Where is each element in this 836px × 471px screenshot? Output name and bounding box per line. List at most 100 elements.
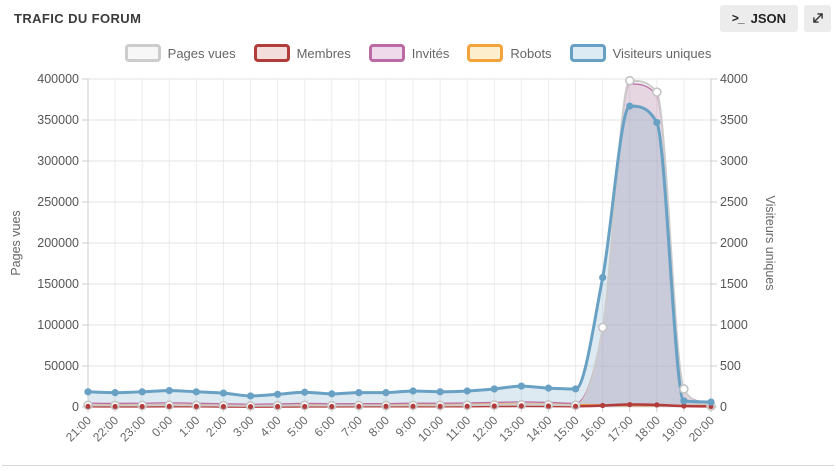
legend-swatch-robots xyxy=(467,44,504,62)
data-point-membres[interactable] xyxy=(572,403,579,409)
right-axis-tick-label: 0 xyxy=(720,400,727,414)
data-point-membres[interactable] xyxy=(491,403,497,409)
expand-icon xyxy=(812,13,823,23)
data-point-visiteurs-uniques[interactable] xyxy=(165,387,173,395)
data-point-pages-vues[interactable] xyxy=(652,87,662,97)
data-point-visiteurs-uniques[interactable] xyxy=(571,385,580,393)
right-axis-tick-label: 3000 xyxy=(720,154,748,168)
data-point-visiteurs-uniques[interactable] xyxy=(274,390,282,398)
left-axis-tick-label: 350000 xyxy=(37,113,79,127)
data-point-visiteurs-uniques[interactable] xyxy=(382,389,390,397)
data-point-visiteurs-uniques[interactable] xyxy=(192,388,200,396)
legend-swatch-pages-vues xyxy=(124,44,161,62)
right-axis-tick-label: 4000 xyxy=(720,72,748,86)
x-axis-tick-label: 1:00 xyxy=(176,413,203,440)
data-point-membres[interactable] xyxy=(545,403,552,409)
data-point-membres[interactable] xyxy=(275,403,281,410)
data-point-visiteurs-uniques[interactable] xyxy=(409,387,417,395)
data-point-visiteurs-uniques[interactable] xyxy=(544,384,553,392)
x-axis-tick-label: 22:00 xyxy=(90,413,121,444)
data-point-membres[interactable] xyxy=(437,403,443,409)
x-axis-tick-label: 19:00 xyxy=(659,413,690,444)
series-area-visiteurs-uniques xyxy=(88,106,711,407)
data-point-membres[interactable] xyxy=(627,401,633,408)
left-axis-tick-label: 0 xyxy=(72,400,79,414)
data-point-visiteurs-uniques[interactable] xyxy=(328,390,336,398)
page-title: TRAFIC DU FORUM xyxy=(14,10,142,26)
data-point-visiteurs-uniques[interactable] xyxy=(463,387,471,395)
x-axis-tick-label: 8:00 xyxy=(366,413,393,440)
data-point-membres[interactable] xyxy=(302,403,308,410)
data-point-membres[interactable] xyxy=(356,403,362,409)
data-point-visiteurs-uniques[interactable] xyxy=(436,388,444,396)
terminal-icon: >_ xyxy=(731,11,745,25)
data-point-membres[interactable] xyxy=(681,403,687,409)
data-point-membres[interactable] xyxy=(464,403,470,409)
x-axis-tick-label: 4:00 xyxy=(257,413,284,440)
data-point-visiteurs-uniques[interactable] xyxy=(84,388,92,396)
legend-label: Robots xyxy=(510,45,552,61)
left-axis-tick-label: 400000 xyxy=(37,72,79,86)
x-axis-tick-label: 17:00 xyxy=(605,413,636,444)
legend-label: Pages vues xyxy=(167,45,236,61)
data-point-visiteurs-uniques[interactable] xyxy=(626,102,634,110)
legend-label: Invités xyxy=(411,45,450,61)
right-axis-tick-label: 1000 xyxy=(720,318,748,332)
left-axis-tick-label: 50000 xyxy=(44,359,79,373)
data-point-membres[interactable] xyxy=(410,403,416,409)
left-axis-tick-label: 250000 xyxy=(37,195,79,209)
data-point-membres[interactable] xyxy=(139,403,145,410)
data-point-membres[interactable] xyxy=(518,403,524,409)
data-point-visiteurs-uniques[interactable] xyxy=(246,392,255,400)
data-point-visiteurs-uniques[interactable] xyxy=(680,397,688,405)
data-point-visiteurs-uniques[interactable] xyxy=(517,382,525,390)
data-point-visiteurs-uniques[interactable] xyxy=(301,388,309,396)
right-axis-tick-label: 1500 xyxy=(720,277,748,291)
bottom-divider xyxy=(2,465,834,466)
x-axis-tick-label: 11:00 xyxy=(443,413,474,444)
data-point-membres[interactable] xyxy=(193,403,199,409)
data-point-membres[interactable] xyxy=(600,402,606,409)
header-actions: >_ JSON xyxy=(719,4,831,32)
data-point-visiteurs-uniques[interactable] xyxy=(111,389,119,397)
data-point-visiteurs-uniques[interactable] xyxy=(490,385,498,393)
x-axis-tick-label: 18:00 xyxy=(632,413,663,444)
x-axis-tick-label: 13:00 xyxy=(496,413,527,444)
json-button[interactable]: >_ JSON xyxy=(719,4,798,32)
data-point-visiteurs-uniques[interactable] xyxy=(355,389,363,397)
x-axis-tick-label: 0:00 xyxy=(149,413,176,440)
data-point-visiteurs-uniques[interactable] xyxy=(138,388,146,396)
legend-item-visiteurs-uniques[interactable]: Visiteurs uniques xyxy=(569,44,711,62)
series-area-invites xyxy=(88,83,711,408)
legend-item-pages-vues[interactable]: Pages vues xyxy=(124,44,236,62)
data-point-visiteurs-uniques[interactable] xyxy=(599,273,607,282)
left-axis-tick-label: 200000 xyxy=(37,236,79,250)
data-point-pages-vues[interactable] xyxy=(597,322,608,333)
data-point-pages-vues[interactable] xyxy=(679,384,689,394)
data-point-visiteurs-uniques[interactable] xyxy=(707,398,715,406)
chart-legend: Pages vues Membres Invités Robots Visite… xyxy=(0,36,836,70)
legend-item-membres[interactable]: Membres xyxy=(253,44,351,62)
json-button-label: JSON xyxy=(750,10,786,26)
data-point-visiteurs-uniques[interactable] xyxy=(219,389,228,397)
data-point-membres[interactable] xyxy=(85,403,91,409)
data-point-membres[interactable] xyxy=(383,403,389,409)
legend-item-robots[interactable]: Robots xyxy=(467,44,552,62)
data-point-membres[interactable] xyxy=(247,403,254,410)
data-point-membres[interactable] xyxy=(220,403,227,410)
data-point-membres[interactable] xyxy=(166,403,172,409)
legend-label: Membres xyxy=(296,45,351,61)
data-point-visiteurs-uniques[interactable] xyxy=(653,118,661,127)
data-point-membres[interactable] xyxy=(112,403,118,410)
expand-button[interactable] xyxy=(804,4,831,32)
data-point-membres[interactable] xyxy=(654,402,660,408)
x-axis-tick-label: 23:00 xyxy=(117,413,148,444)
card-header: TRAFIC DU FORUM >_ JSON xyxy=(0,0,836,36)
data-point-membres[interactable] xyxy=(329,403,335,410)
left-axis-tick-label: 300000 xyxy=(37,154,79,168)
legend-item-invites[interactable]: Invités xyxy=(368,44,450,62)
right-axis-tick-label: 2500 xyxy=(720,195,748,209)
right-axis-tick-label: 500 xyxy=(720,359,741,373)
data-point-pages-vues[interactable] xyxy=(624,75,635,86)
